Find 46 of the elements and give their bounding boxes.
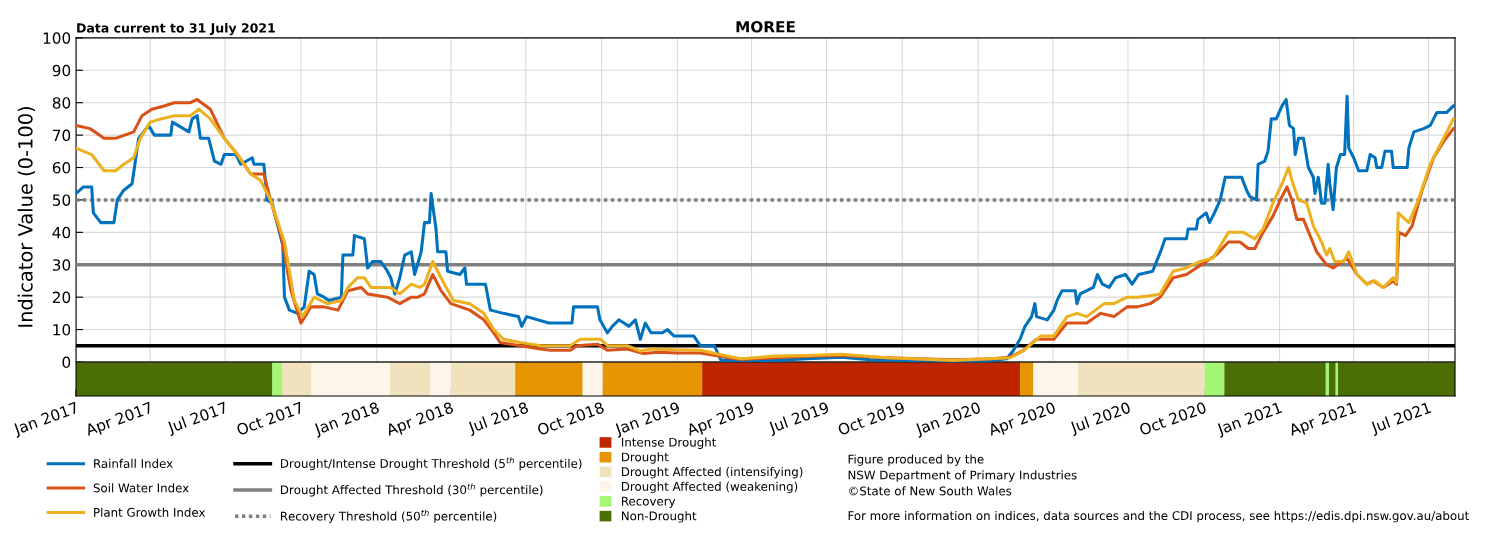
y-tick-label: 100	[43, 32, 71, 44]
legend-label: Drought Affected (weakening)	[621, 481, 798, 494]
y-tick-label: 70	[53, 129, 71, 142]
text: For more information on indices, data sources and the CDI process, see https://edis.dpi.nsw.gov.au/about	[848, 510, 1469, 523]
legend-label: Drought Affected Threshold (30$^{th}$ percentile)	[280, 483, 543, 497]
legend-label: Drought Affected (intensifying)	[621, 467, 803, 479]
x-tick-label: Jul 2017	[165, 401, 229, 437]
text: Data current to 31 July 2021	[77, 22, 275, 36]
text: Figure produced by the NSW Department of Primary Industries ©State of New South Wales	[848, 454, 1077, 496]
x-tick-label: Apr 2018	[385, 401, 455, 439]
x-tick-label: Oct 2018	[536, 401, 605, 436]
x-tick-label: Jan 2019	[613, 401, 682, 438]
x-tick-label: Jul 2021	[1369, 401, 1433, 437]
legend-label: Plant Growth Index	[94, 507, 206, 517]
legend-label: Soil Water Index	[93, 483, 189, 493]
legend-label: Non-Drought	[621, 511, 697, 523]
y-tick-label: 30	[52, 259, 71, 271]
x-tick-label: Jan 2020	[914, 401, 983, 438]
x-tick-label: Apr 2017	[84, 401, 155, 439]
y-tick-label: 40	[52, 226, 71, 239]
x-tick-label: Jan 2021	[1215, 401, 1284, 438]
legend-label: Drought	[621, 452, 669, 464]
x-tick-label: Oct 2020	[1138, 401, 1207, 436]
x-tick-label: Jan 2017	[12, 401, 80, 438]
legend-label: Intense Drought	[621, 437, 717, 449]
legend-label: Recovery Threshold (50$^{th}$ percentile)	[280, 509, 497, 523]
y-tick-label: 0	[62, 356, 71, 368]
y-tick-label: 80	[52, 97, 71, 109]
x-tick-label: Oct 2017	[235, 401, 304, 436]
x-tick-label: Oct 2019	[837, 401, 906, 436]
x-tick-label: Apr 2021	[1287, 401, 1358, 439]
y-tick-label: 50	[52, 194, 71, 206]
y-tick-label: 10	[53, 324, 71, 336]
legend-label: Recovery	[621, 496, 676, 508]
y-tick-label: 90	[52, 64, 71, 77]
legend-label: Rainfall Index	[94, 458, 173, 468]
chart-title: MOREE	[736, 20, 795, 33]
x-tick-label: Jul 2019	[767, 401, 831, 437]
x-tick-label: Jul 2018	[466, 401, 530, 437]
x-tick-label: Apr 2020	[987, 401, 1058, 439]
x-tick-label: Jul 2020	[1068, 401, 1133, 437]
y-tick-label: 60	[52, 161, 71, 174]
x-tick-label: Jan 2018	[312, 401, 381, 438]
y-axis-title: Indicator Value (0-100)	[17, 106, 35, 327]
legend-label: Drought/Intense Drought Threshold (5$^{th}$ percentile)	[280, 456, 582, 471]
y-tick-label: 20	[52, 291, 71, 304]
